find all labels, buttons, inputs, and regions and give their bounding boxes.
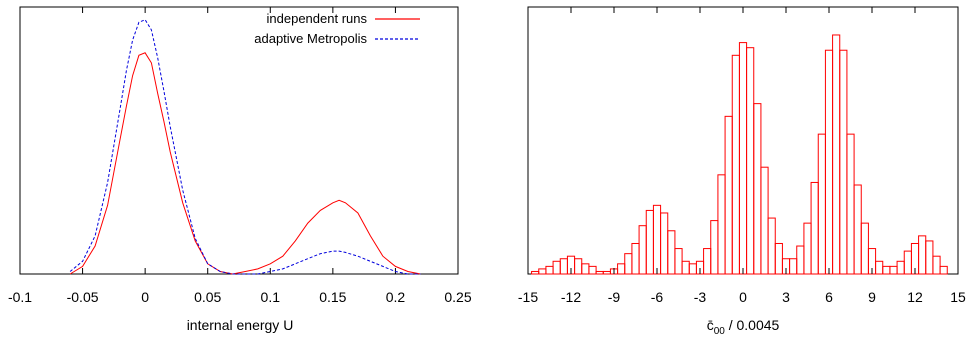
histogram-bar (559, 258, 568, 275)
histogram-bar (710, 220, 719, 275)
x-tick-group: -15 -12 -9 -6 -3 0 3 6 9 12 15 (518, 7, 966, 305)
legend-label-independent-runs: independent runs (267, 11, 368, 26)
x-tick-label: -3 (694, 289, 707, 305)
x-tick-label: -6 (651, 289, 664, 305)
histogram-bar (688, 263, 697, 275)
histogram-bar (652, 204, 662, 275)
x-tick-label: -15 (518, 289, 538, 305)
histogram-bar (896, 260, 905, 275)
x-axis-label-suffix: / 0.0045 (725, 317, 780, 333)
histogram-bar (860, 222, 869, 275)
histogram-bar (660, 212, 669, 275)
histogram-bar (581, 263, 590, 275)
x-tick-label: 0.25 (444, 289, 471, 305)
histogram-bar (889, 265, 898, 275)
x-tick-label: 9 (868, 289, 876, 305)
histogram-bar (760, 166, 769, 275)
histogram-bar (638, 225, 647, 275)
histogram-bar (796, 245, 805, 275)
histogram-bar (824, 49, 834, 275)
histogram-bar (674, 248, 683, 275)
x-tick-label: -0.1 (8, 289, 32, 305)
x-axis-label: c̄00 / 0.0045 (707, 317, 780, 335)
x-tick-label: 3 (782, 289, 790, 305)
x-tick-label: 0.1 (261, 289, 281, 305)
histogram-bar (746, 47, 755, 275)
histogram-bar (552, 260, 561, 275)
histogram-bar (903, 250, 912, 275)
x-tick-label: 12 (907, 289, 923, 305)
histogram-bar (753, 103, 762, 275)
x-tick-label: 6 (825, 289, 833, 305)
histogram-bar (538, 268, 547, 275)
histogram-bar (767, 217, 776, 275)
histogram-bar (574, 258, 583, 275)
x-tick-label: 0.15 (319, 289, 346, 305)
histogram-bar (774, 242, 783, 275)
histogram-bar (531, 270, 540, 275)
histogram-bar (595, 270, 604, 275)
histogram-bar (839, 49, 848, 275)
histogram-bar (724, 115, 733, 275)
histogram-bar (738, 42, 748, 275)
series-line-independent-runs (69, 52, 421, 275)
histogram-bar (939, 265, 948, 275)
histogram-bar (645, 209, 654, 275)
x-axis-label: internal energy U (187, 317, 294, 333)
x-tick-label: 0.05 (194, 289, 221, 305)
legend-label-adaptive-metropolis: adaptive Metropolis (254, 31, 367, 46)
legend: independent runs adaptive Metropolis (254, 11, 420, 46)
histogram-bar (803, 222, 812, 275)
histogram-bar (703, 248, 712, 275)
x-tick-label: -9 (608, 289, 621, 305)
x-tick-label: 0.2 (386, 289, 406, 305)
histogram-bar (875, 260, 884, 275)
bar-group (531, 34, 948, 275)
x-tick-group: -0.1 -0.05 0 0.05 0.1 0.15 0.2 0.25 (8, 7, 472, 305)
x-tick-label: 0 (739, 289, 747, 305)
histogram-bar (882, 265, 891, 275)
histogram-bar (789, 258, 798, 275)
histogram-bar (545, 265, 554, 275)
plot-frame (19, 6, 459, 275)
histogram-bar (731, 54, 740, 275)
histogram-bar (617, 263, 626, 275)
histogram-bar (624, 253, 633, 275)
histogram-bar (925, 240, 934, 275)
x-tick-label: -12 (561, 289, 581, 305)
x-tick-label: 15 (950, 289, 966, 305)
series-line-adaptive-metropolis (69, 19, 421, 275)
histogram-bar (853, 184, 862, 275)
plot-frame (527, 6, 959, 275)
x-tick-label: 0 (141, 289, 149, 305)
histogram-bar (681, 260, 690, 275)
histogram-bar (602, 270, 611, 275)
histogram-bar (667, 230, 676, 275)
x-axis-label-subscript: 00 (714, 326, 726, 335)
histogram-bar (631, 242, 640, 275)
histogram-bar (932, 255, 941, 275)
histogram-bar (810, 181, 819, 275)
energy-histogram-panel: -0.1 -0.05 0 0.05 0.1 0.15 0.2 0.25 independent… (8, 6, 472, 333)
histogram-bar (588, 265, 597, 275)
x-tick-label: -0.05 (67, 289, 99, 305)
histogram-bar (832, 34, 841, 275)
histogram-bar (817, 133, 826, 275)
histogram-bar (846, 133, 855, 275)
histogram-bar (717, 174, 726, 275)
x-axis-label-symbol: c̄ (707, 317, 714, 333)
histogram-bar (918, 235, 927, 275)
series-group (69, 19, 421, 275)
c00-histogram-panel: -15 -12 -9 -6 -3 0 3 6 9 12 15 c̄00 / 0.0045 (518, 6, 966, 337)
